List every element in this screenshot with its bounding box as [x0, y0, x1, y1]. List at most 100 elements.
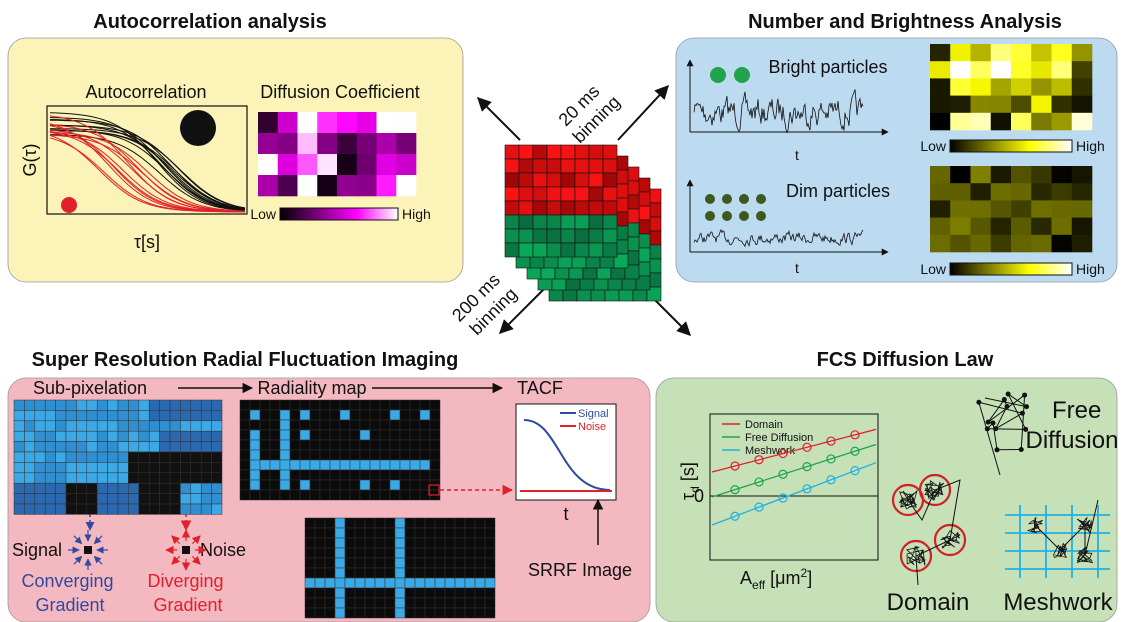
- pixel: [375, 578, 385, 588]
- pixel: [415, 578, 425, 588]
- pixel: [201, 494, 211, 504]
- frame-cell: [533, 229, 547, 243]
- panel-title: Super Resolution Radial Fluctuation Imag…: [32, 349, 459, 371]
- pixel: [191, 400, 201, 410]
- pixel: [66, 410, 76, 420]
- pixel: [370, 480, 380, 490]
- pixel: [390, 480, 400, 490]
- frame-cell: [533, 201, 547, 215]
- pixel: [400, 440, 410, 450]
- pixel: [325, 568, 335, 578]
- pixel: [360, 480, 370, 490]
- pixel: [305, 578, 315, 588]
- pixel: [405, 598, 415, 608]
- pixel: [240, 460, 250, 470]
- pixel: [180, 494, 190, 504]
- pixel: [485, 548, 495, 558]
- pixel: [191, 410, 201, 420]
- pixel: [380, 400, 390, 410]
- heatmap-cell: [1072, 183, 1093, 201]
- pixel: [415, 528, 425, 538]
- pixel: [250, 480, 260, 490]
- pixel: [425, 598, 435, 608]
- pixel: [260, 480, 270, 490]
- pixel: [465, 548, 475, 558]
- frame-cell: [519, 159, 533, 173]
- pixel: [14, 504, 24, 514]
- heatmap-cell: [1072, 113, 1093, 131]
- pixel: [160, 494, 170, 504]
- frame-cell: [547, 187, 561, 201]
- pixel: [390, 470, 400, 480]
- pixel: [305, 528, 315, 538]
- pixel: [240, 420, 250, 430]
- pixel: [76, 483, 86, 493]
- pixel: [350, 430, 360, 440]
- scale-low: Low: [920, 261, 947, 277]
- pixel: [56, 442, 66, 452]
- frame-cell: [575, 187, 589, 201]
- heatmap-cell: [1072, 166, 1093, 184]
- pixel: [455, 608, 465, 618]
- pixel: [87, 421, 97, 431]
- pixel: [128, 452, 138, 462]
- pixel: [365, 588, 375, 598]
- pixel: [260, 450, 270, 460]
- pixel: [485, 608, 495, 618]
- heatmap-cell: [298, 175, 318, 196]
- pixel: [345, 538, 355, 548]
- pixel: [280, 410, 290, 420]
- frame-cell: [505, 215, 519, 229]
- heatmap-cell: [357, 154, 377, 175]
- frame-cell: [519, 229, 533, 243]
- pixel: [330, 460, 340, 470]
- heatmap-cell: [317, 133, 337, 154]
- frame-cell: [603, 173, 617, 187]
- pixel: [24, 473, 34, 483]
- pixel: [425, 548, 435, 558]
- pixel: [340, 440, 350, 450]
- pixel: [455, 578, 465, 588]
- pixel: [201, 462, 211, 472]
- heatmap-cell: [950, 78, 971, 96]
- pixel: [270, 470, 280, 480]
- frame-cell: [519, 201, 533, 215]
- pixel: [170, 410, 180, 420]
- pixel: [180, 410, 190, 420]
- heatmap-cell: [1011, 183, 1032, 201]
- dim-particle: [739, 194, 749, 204]
- pixel: [76, 442, 86, 452]
- pixel: [300, 400, 310, 410]
- pixel: [335, 528, 345, 538]
- pixel: [14, 473, 24, 483]
- heatmap-cell: [1011, 96, 1032, 114]
- frame-cell: [547, 229, 561, 243]
- frame-cell: [603, 145, 617, 159]
- pixel: [415, 588, 425, 598]
- pixel: [405, 518, 415, 528]
- dim-particle: [705, 194, 715, 204]
- pixel: [310, 440, 320, 450]
- pixel: [415, 568, 425, 578]
- pixel: [485, 588, 495, 598]
- pixel: [35, 494, 45, 504]
- pixel: [420, 430, 430, 440]
- heatmap-cell: [950, 166, 971, 184]
- heatmap-cell: [278, 133, 298, 154]
- pixel: [290, 420, 300, 430]
- pixel: [76, 452, 86, 462]
- pixel: [108, 452, 118, 462]
- pixel: [14, 452, 24, 462]
- pixel: [212, 483, 222, 493]
- x-label: t: [563, 504, 568, 524]
- pixel: [380, 440, 390, 450]
- frame-cell: [533, 243, 547, 257]
- pixel: [170, 442, 180, 452]
- heatmap-cell: [991, 218, 1012, 236]
- label-line: Converging: [21, 571, 113, 591]
- heatmap-cell: [1031, 96, 1052, 114]
- pixel: [385, 548, 395, 558]
- pixel: [475, 538, 485, 548]
- pixel: [45, 442, 55, 452]
- pixel: [345, 608, 355, 618]
